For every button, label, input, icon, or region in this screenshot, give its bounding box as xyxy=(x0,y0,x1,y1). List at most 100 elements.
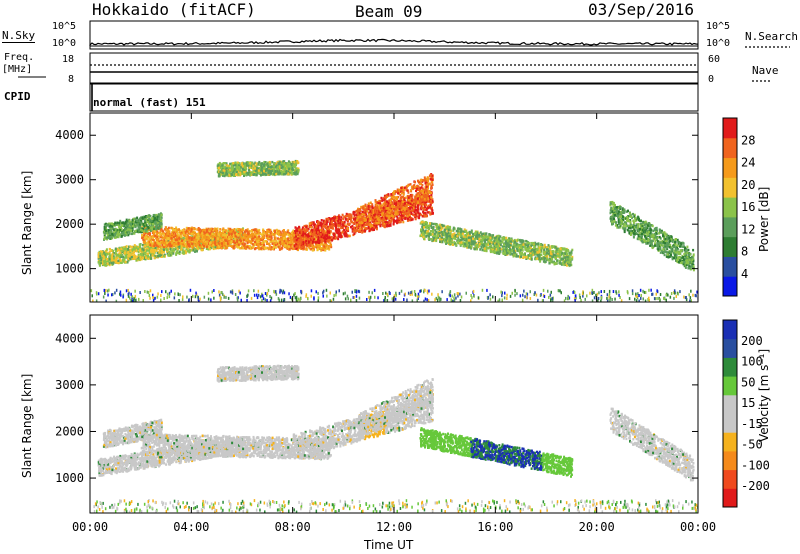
scatter-cell xyxy=(253,243,256,246)
scatter-cell xyxy=(324,236,327,240)
scatter-cell xyxy=(369,217,372,221)
scatter-cell xyxy=(404,204,407,207)
scatter-cell xyxy=(476,247,478,251)
scatter-cell xyxy=(396,216,399,219)
scatter-cell xyxy=(425,185,428,188)
scatter-cell xyxy=(132,254,135,258)
scatter-cell xyxy=(211,232,214,235)
scatter-cell xyxy=(337,222,340,225)
scatter-cell xyxy=(299,236,302,239)
scatter-cell xyxy=(274,238,277,241)
scatter-cell xyxy=(428,182,431,186)
scatter-cell xyxy=(167,226,170,230)
scatter-cell xyxy=(332,219,335,222)
scatter-cell xyxy=(166,248,169,252)
scatter-cell xyxy=(224,234,226,237)
scatter-cell xyxy=(394,219,397,223)
scatter-cell xyxy=(259,232,262,235)
scatter-cell xyxy=(345,234,348,237)
scatter-cell xyxy=(430,194,433,197)
scatter-cell xyxy=(376,217,379,221)
scatter-cell xyxy=(172,252,175,255)
scatter-cell xyxy=(152,238,154,241)
scatter-cell xyxy=(424,185,427,189)
scatter-cell xyxy=(368,223,371,226)
scatter-cell xyxy=(295,235,298,238)
scatter-cell xyxy=(112,255,115,258)
scatter-cell xyxy=(385,193,388,197)
scatter-cell xyxy=(137,250,140,254)
scatter-cell xyxy=(163,233,166,236)
scatter-cell xyxy=(229,227,232,231)
scatter-cell xyxy=(118,252,121,256)
scatter-cell xyxy=(492,234,495,237)
scatter-cell xyxy=(200,241,203,245)
scatter-cell xyxy=(149,247,152,250)
scatter-cell xyxy=(262,235,265,239)
scatter-cell xyxy=(227,227,230,231)
scatter-cell xyxy=(223,232,226,236)
scatter-cell xyxy=(207,244,210,248)
scatter-cell xyxy=(402,195,404,199)
scatter-cell xyxy=(165,226,168,229)
scatter-cell xyxy=(148,248,150,252)
scatter-cell xyxy=(390,194,393,197)
scatter-cell xyxy=(205,242,208,245)
scatter-cell xyxy=(395,196,397,199)
scatter-cell xyxy=(222,238,225,241)
scatter-cell xyxy=(133,250,135,253)
scatter-cell xyxy=(366,215,369,218)
scatter-cell xyxy=(397,195,400,199)
scatter-cell xyxy=(201,243,204,247)
scatter-cell xyxy=(129,257,132,261)
scatter-cell xyxy=(401,214,404,217)
scatter-cell xyxy=(245,244,248,247)
scatter-cell xyxy=(363,210,366,213)
scatter-cell xyxy=(226,233,229,237)
scatter-cell xyxy=(122,260,125,263)
scatter-cell xyxy=(314,241,317,244)
scatter-cell xyxy=(352,210,355,214)
scatter-cell xyxy=(420,186,423,189)
scatter-cell xyxy=(99,252,102,255)
scatter-cell xyxy=(121,250,124,254)
scatter-cell xyxy=(256,246,259,250)
scatter-cell xyxy=(303,246,306,249)
scatter-cell xyxy=(395,214,398,218)
scatter-cell xyxy=(359,227,361,231)
scatter-cell xyxy=(278,237,281,241)
scatter-cell xyxy=(250,242,253,245)
scatter-cell xyxy=(328,217,331,220)
scatter-cell xyxy=(301,227,304,231)
scatter-cell xyxy=(230,229,233,233)
scatter-cell xyxy=(350,220,353,223)
scatter-cell xyxy=(337,235,340,238)
scatter-cell xyxy=(327,246,330,250)
scatter-cell xyxy=(379,202,381,205)
scatter-cell xyxy=(150,240,153,243)
scatter-cell xyxy=(373,219,376,222)
scatter-cell xyxy=(163,239,166,242)
scatter-cell xyxy=(419,194,422,197)
scatter-cell xyxy=(284,244,287,247)
scatter-cell xyxy=(332,216,335,220)
scatter-cell xyxy=(385,212,388,215)
scatter-cell xyxy=(234,240,237,243)
scatter-cell xyxy=(131,245,134,249)
scatter-cell xyxy=(270,236,273,240)
scatter-cell xyxy=(329,217,332,221)
scatter-cell xyxy=(105,258,108,261)
scatter-cell xyxy=(385,207,388,210)
scatter-cell xyxy=(388,221,391,224)
scatter-cell xyxy=(212,242,215,245)
scatter-cell xyxy=(184,238,187,241)
scatter-cell xyxy=(406,189,409,192)
scatter-cell xyxy=(317,229,320,232)
scatter-cell xyxy=(185,235,187,239)
scatter-cell xyxy=(390,197,393,201)
scatter-cell xyxy=(398,207,401,210)
scatter-cell xyxy=(165,239,168,243)
scatter-cell xyxy=(419,189,421,192)
scatter-cell xyxy=(108,255,111,258)
scatter-cell xyxy=(402,193,405,196)
